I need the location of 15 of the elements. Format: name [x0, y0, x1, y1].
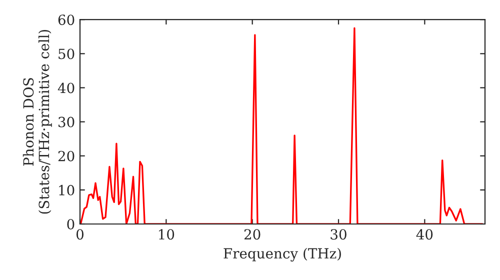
y-tick-label: 0 — [67, 218, 74, 230]
y-tick-label: 40 — [58, 82, 74, 94]
y-tick-label: 60 — [58, 14, 74, 26]
line-series — [80, 27, 484, 224]
x-tick-label: 10 — [159, 229, 174, 240]
x-tick-label: 20 — [244, 229, 260, 240]
y-tick-label: 30 — [58, 116, 74, 128]
y-tick-label: 50 — [58, 48, 74, 60]
x-tick-label: 0 — [76, 229, 84, 240]
x-axis-title: Frequency (THz) — [224, 248, 341, 262]
x-tick-label: 30 — [330, 229, 346, 240]
y-axis-title: Phonon DOS (States/THz·primitive cell) — [22, 30, 52, 214]
y-tick-label: 10 — [59, 184, 74, 196]
x-tick-label: 40 — [416, 229, 433, 240]
y-tick-label: 20 — [58, 150, 74, 162]
